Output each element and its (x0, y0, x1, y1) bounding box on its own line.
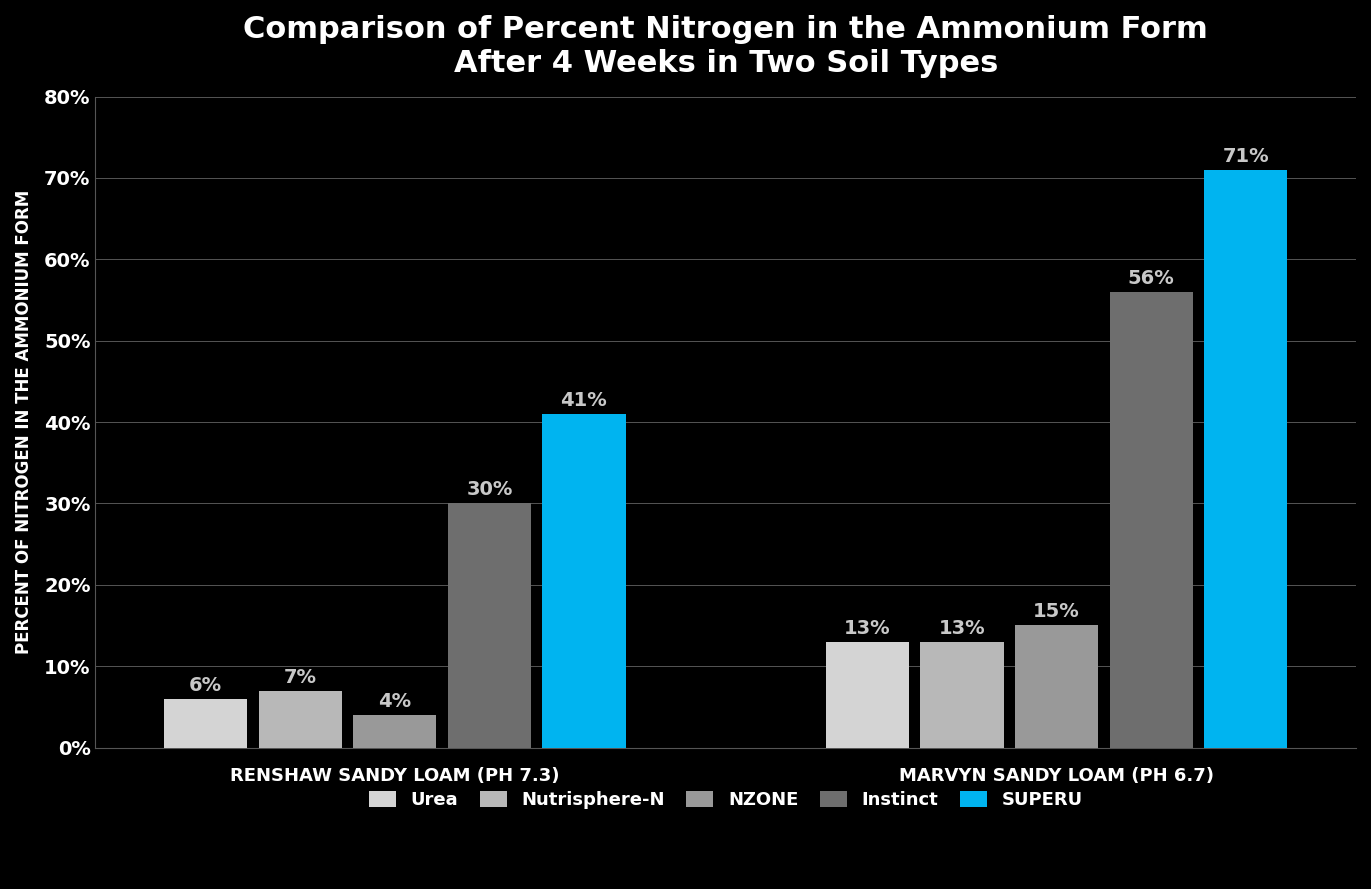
Text: 41%: 41% (561, 391, 607, 410)
Text: 6%: 6% (189, 676, 222, 694)
Text: 15%: 15% (1034, 603, 1080, 621)
Bar (920, 642, 1004, 748)
Bar (165, 699, 247, 748)
Bar (448, 503, 531, 748)
Y-axis label: PERCENT OF NITROGEN IN THE AMMONIUM FORM: PERCENT OF NITROGEN IN THE AMMONIUM FORM (15, 190, 33, 654)
Bar (1109, 292, 1193, 748)
Bar (259, 691, 341, 748)
Bar (1204, 170, 1287, 748)
Bar (825, 642, 909, 748)
Bar (543, 414, 625, 748)
Text: 71%: 71% (1223, 147, 1270, 165)
Text: 4%: 4% (378, 692, 411, 711)
Text: 13%: 13% (939, 619, 986, 637)
Title: Comparison of Percent Nitrogen in the Ammonium Form
After 4 Weeks in Two Soil Ty: Comparison of Percent Nitrogen in the Am… (244, 15, 1208, 77)
Text: 13%: 13% (845, 619, 891, 637)
Text: 7%: 7% (284, 668, 317, 686)
Text: 56%: 56% (1128, 268, 1175, 288)
Bar (354, 715, 436, 748)
Bar (1015, 626, 1098, 748)
Legend: Urea, Nutrisphere-N, NZONE, Instinct, SUPERU: Urea, Nutrisphere-N, NZONE, Instinct, SU… (362, 784, 1090, 817)
Text: 30%: 30% (466, 480, 513, 500)
